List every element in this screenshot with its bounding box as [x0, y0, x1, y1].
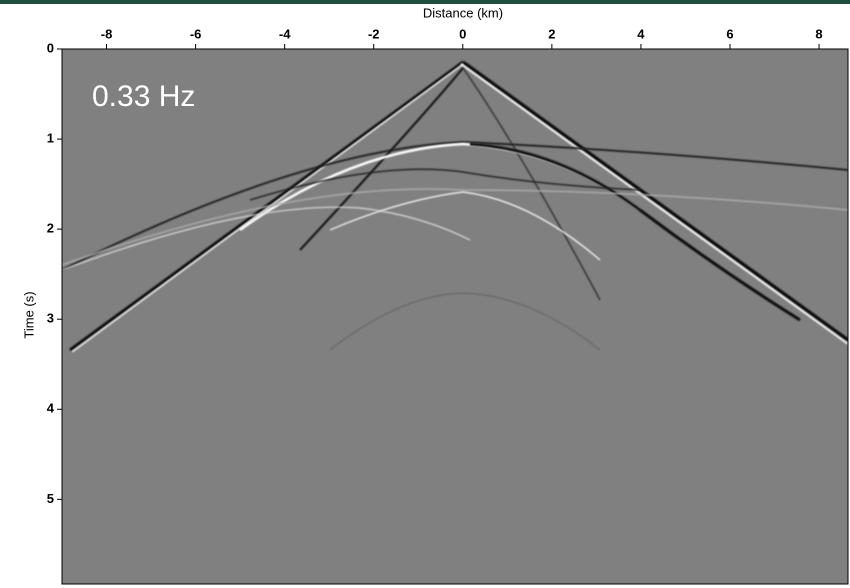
top-border	[0, 0, 850, 4]
y-tick-label: 2	[47, 221, 54, 236]
y-tick-label: 1	[47, 131, 54, 146]
reflection	[62, 140, 848, 271]
reflection	[329, 191, 601, 261]
reflection	[329, 292, 601, 351]
y-axis-label: Time (s)	[21, 291, 36, 338]
x-tick-label: 0	[459, 26, 466, 41]
direct-arrival	[460, 63, 848, 345]
converted-arrival	[299, 67, 464, 251]
reflection	[62, 188, 848, 266]
x-tick-label: 6	[726, 26, 733, 41]
x-tick-label: -6	[190, 26, 202, 41]
reflection	[249, 168, 641, 201]
converted-arrival	[462, 67, 601, 301]
direct-arrival	[71, 61, 467, 353]
x-tick-label: 8	[815, 26, 822, 41]
y-tick-label: 0	[47, 40, 54, 55]
y-tick-label: 4	[47, 401, 55, 416]
x-tick-label: -4	[279, 26, 291, 41]
x-tick-label: 4	[637, 26, 645, 41]
x-axis-label: Distance (km)	[423, 5, 503, 20]
x-tick-label: 2	[548, 26, 555, 41]
plot-area	[62, 49, 848, 584]
reflection	[62, 206, 471, 271]
frequency-annotation: 0.33 Hz	[92, 80, 195, 113]
y-tick-label: 5	[47, 491, 54, 506]
wavefield	[62, 60, 848, 353]
x-tick-label: -2	[368, 26, 380, 41]
plot-frame	[61, 48, 849, 585]
direct-arrival	[461, 60, 848, 342]
x-tick-label: -8	[101, 26, 113, 41]
y-tick-label: 3	[47, 311, 54, 326]
reflection	[469, 142, 801, 322]
